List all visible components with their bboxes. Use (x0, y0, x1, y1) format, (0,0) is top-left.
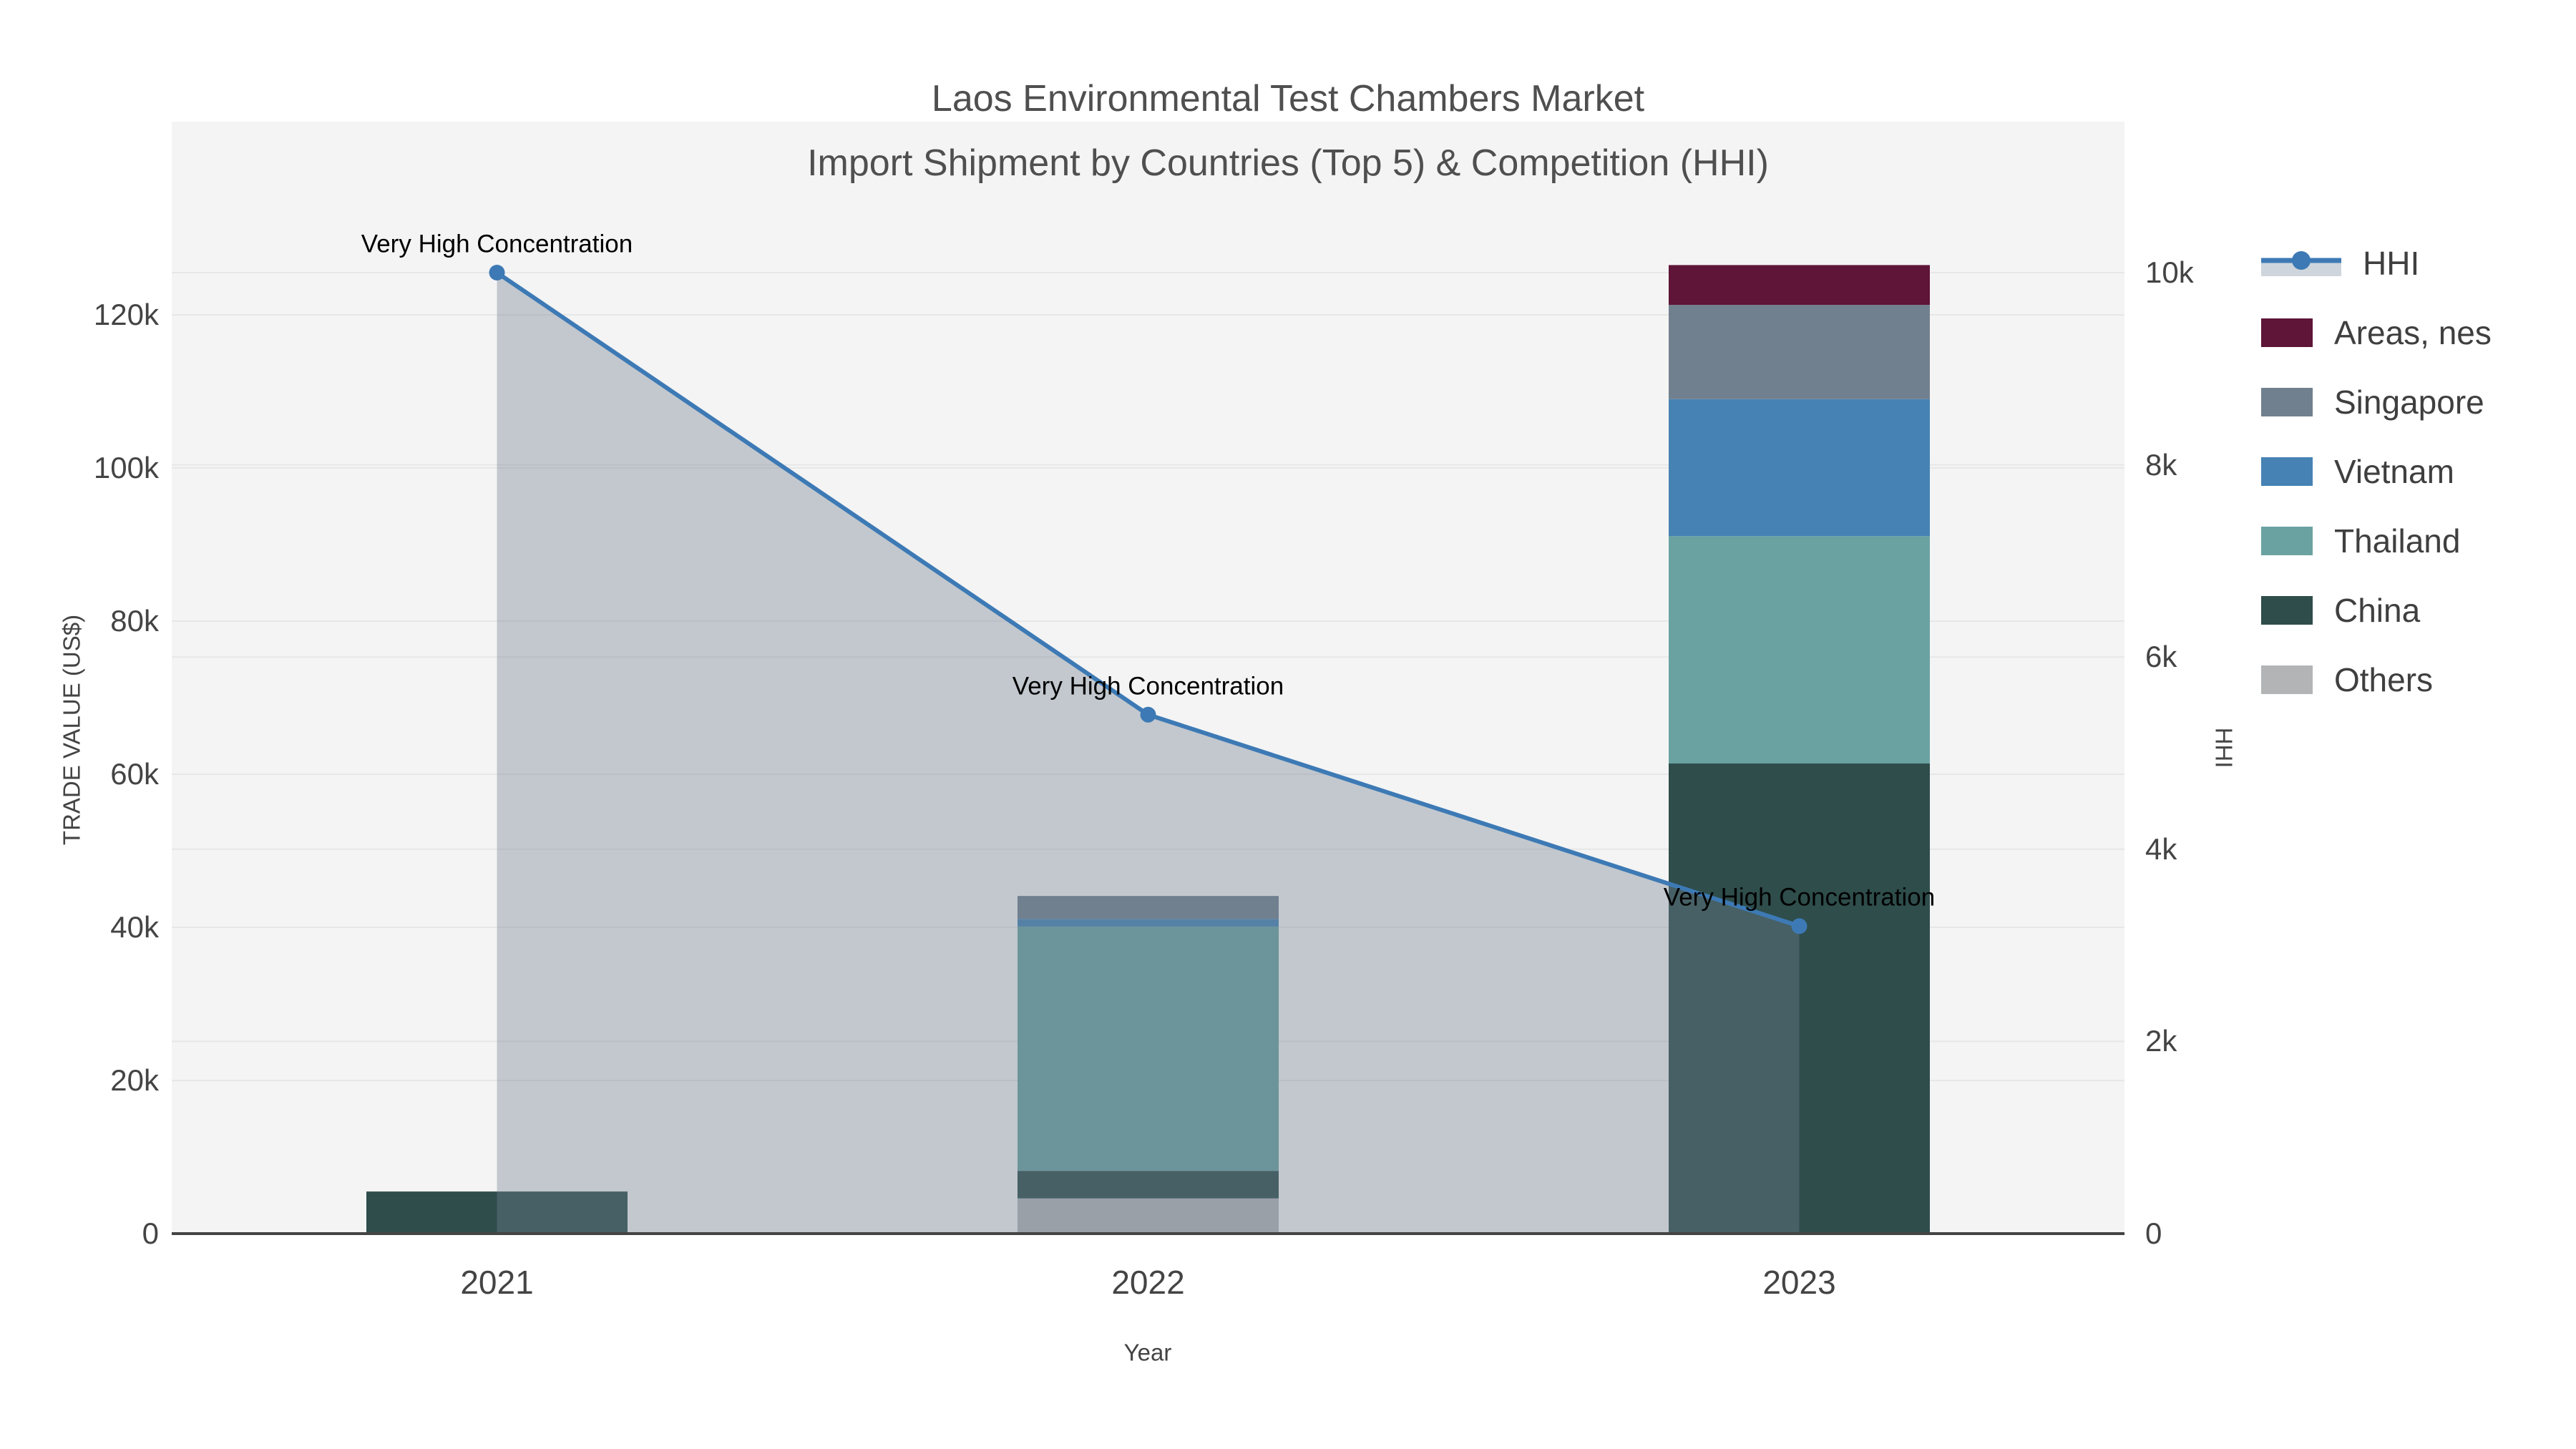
y-left-tick: 40k (110, 910, 159, 944)
bar-segment-china-2023 (1669, 763, 1930, 1234)
y-right-tick: 10k (2145, 255, 2194, 289)
bar-segment-thailand-2022 (1018, 926, 1279, 1171)
bar-segment-singapore-2022 (1018, 896, 1279, 919)
chart-title-line1: Laos Environmental Test Chambers Market (931, 78, 1645, 119)
y-left-tick: 20k (110, 1063, 159, 1097)
legend-label: Areas, nes (2334, 314, 2492, 351)
hhi-annotation-2023: Very High Concentration (1663, 883, 1936, 912)
bar-segment-china-2021 (366, 1191, 628, 1234)
legend: HHI Areas, nes Singapore Vietnam Thailand Chi… (2261, 0, 2569, 787)
hhi-line-swatch-icon (2261, 251, 2341, 276)
hhi-marker-2022 (1140, 706, 1156, 723)
y-right-axis-title: HHI (2210, 727, 2238, 769)
bar-segment-thailand-2023 (1669, 536, 1930, 764)
legend-label: Thailand (2334, 522, 2461, 560)
legend-item-thailand[interactable]: Thailand (2261, 525, 2460, 557)
bar-segment-singapore-2023 (1669, 305, 1930, 399)
legend-item-singapore[interactable]: Singapore (2261, 386, 2484, 419)
legend-item-hhi[interactable]: HHI (2261, 243, 2419, 283)
y-left-axis-title: TRADE VALUE (US$) (58, 614, 85, 846)
legend-swatch-icon (2261, 596, 2313, 625)
x-tick-2021: 2021 (460, 1264, 534, 1301)
x-axis-title: Year (1123, 1339, 1172, 1366)
legend-label: Singapore (2334, 384, 2484, 421)
hhi-area-fill (497, 273, 1800, 1234)
hhi-marker-2021 (489, 265, 505, 280)
legend-label: China (2334, 592, 2421, 629)
legend-item-areas-nes[interactable]: Areas, nes (2261, 316, 2492, 349)
y-right-tick: 8k (2145, 447, 2177, 482)
legend-swatch-icon (2261, 318, 2313, 347)
y-right-tick: 6k (2145, 640, 2177, 674)
bar-segment-china-2022 (1018, 1171, 1279, 1199)
x-tick-2022: 2022 (1111, 1264, 1185, 1301)
legend-swatch-icon (2261, 388, 2313, 416)
hhi-annotation-2022: Very High Concentration (1012, 672, 1284, 701)
y-left-tick: 100k (93, 451, 159, 484)
legend-item-china[interactable]: China (2261, 594, 2420, 627)
legend-label: HHI (2363, 245, 2420, 282)
y-left-tick: 0 (142, 1216, 159, 1250)
bar-segment-vietnam-2022 (1018, 919, 1279, 927)
chart-title-line2: Import Shipment by Countries (Top 5) & C… (807, 142, 1769, 184)
legend-label: Vietnam (2334, 453, 2454, 490)
x-tick-2023: 2023 (1762, 1264, 1836, 1301)
y-left-tick: 120k (93, 298, 159, 331)
legend-swatch-icon (2261, 457, 2313, 486)
bar-segment-others-2022 (1018, 1198, 1279, 1234)
hhi-annotation-2021: Very High Concentration (361, 230, 633, 258)
legend-swatch-icon (2261, 665, 2313, 694)
bar-segment-areas-nes-2023 (1669, 265, 1930, 306)
y-right-tick: 2k (2145, 1024, 2177, 1058)
bar-segment-vietnam-2023 (1669, 399, 1930, 537)
y-right-tick: 4k (2145, 831, 2177, 866)
y-right-tick: 0 (2145, 1216, 2162, 1250)
legend-item-others[interactable]: Others (2261, 663, 2433, 696)
legend-item-vietnam[interactable]: Vietnam (2261, 455, 2454, 488)
y-left-tick: 80k (110, 604, 159, 638)
y-left-tick: 60k (110, 757, 159, 791)
hhi-marker-2023 (1791, 918, 1807, 935)
legend-label: Others (2334, 661, 2434, 698)
legend-swatch-icon (2261, 527, 2313, 555)
